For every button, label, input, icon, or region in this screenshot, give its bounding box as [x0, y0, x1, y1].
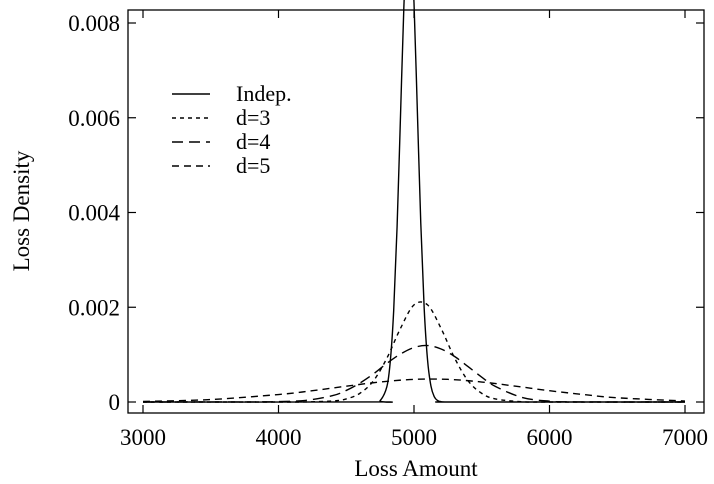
series-line-4	[142, 378, 686, 403]
y-axis-title: Loss Density	[9, 150, 34, 271]
x-tick-label: 7000	[662, 425, 708, 450]
plot-frame	[127, 9, 705, 414]
x-tick-label: 6000	[527, 425, 573, 450]
legend-label-3: d=4	[236, 129, 270, 154]
y-tick-label: 0.006	[68, 106, 120, 131]
y-tick-label: 0.008	[68, 11, 120, 36]
series-line-3	[142, 344, 686, 403]
x-tick-label: 5000	[391, 425, 437, 450]
y-axis-ticks: 0 0.002 0.004 0.006 0.008	[68, 11, 704, 415]
legend-label-2: d=3	[236, 105, 270, 130]
x-axis-title: Loss Amount	[354, 456, 478, 481]
x-tick-label: 4000	[256, 425, 302, 450]
legend-label-1: Indep.	[236, 81, 292, 106]
y-tick-label: 0.002	[68, 295, 120, 320]
series-layer	[142, 0, 686, 403]
x-axis-ticks: 3000 4000 5000 6000 7000	[120, 10, 708, 450]
legend-label-4: d=5	[236, 153, 270, 178]
x-tick-label: 3000	[120, 425, 166, 450]
y-tick-label: 0.004	[68, 201, 120, 226]
series-line-1	[142, 0, 685, 403]
y-tick-label: 0	[109, 390, 121, 415]
series-line-2	[142, 301, 686, 403]
legend: Indep.d=3d=4d=5	[172, 81, 292, 178]
